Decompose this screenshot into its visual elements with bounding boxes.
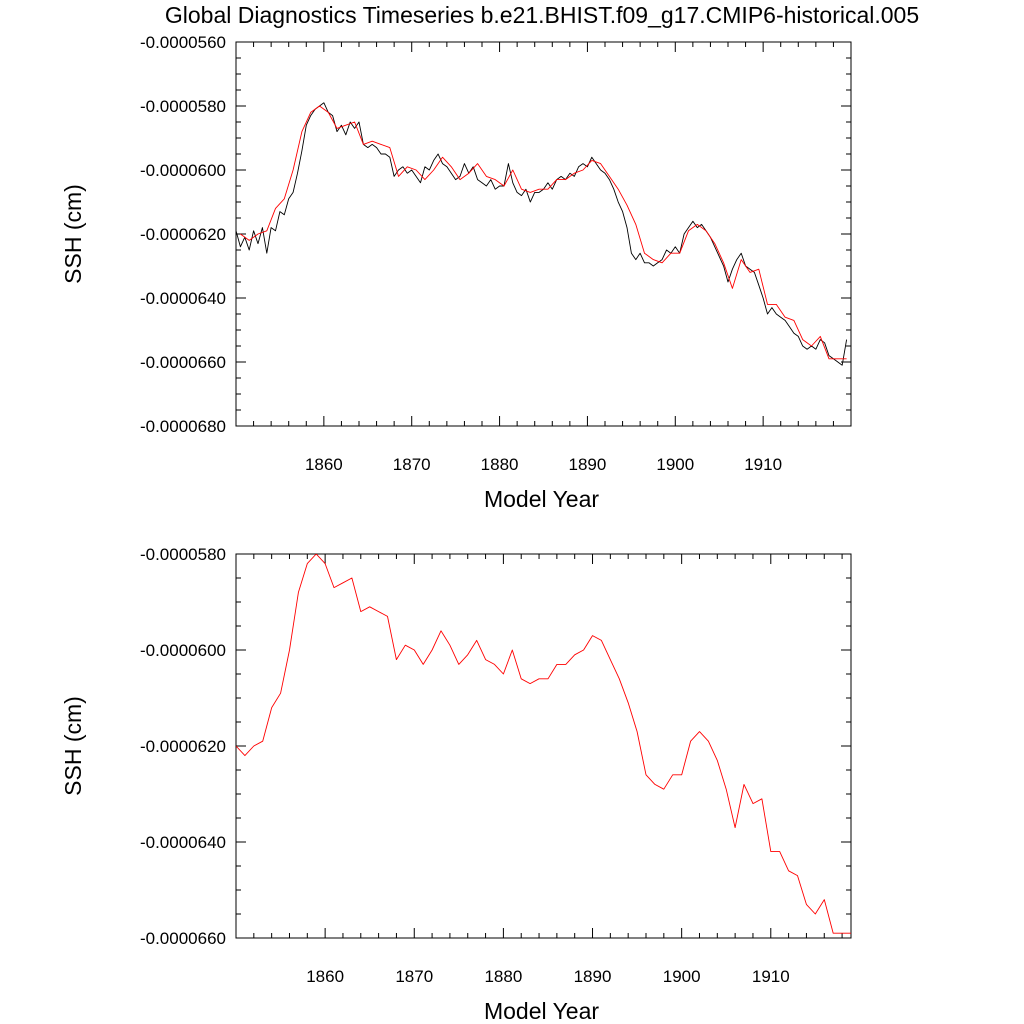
y-tick-label: -0.0000640: [140, 833, 226, 852]
x-tick-label: 1870: [393, 455, 431, 474]
y-axis-label: SSH (cm): [60, 696, 86, 796]
x-tick-label: 1870: [395, 967, 433, 986]
y-tick-label: -0.0000620: [140, 225, 226, 244]
x-tick-label: 1890: [574, 967, 612, 986]
x-tick-label: 1860: [306, 967, 344, 986]
chart-title: Global Diagnostics Timeseries b.e21.BHIS…: [165, 2, 919, 28]
x-tick-label: 1890: [569, 455, 607, 474]
x-tick-label: 1860: [305, 455, 343, 474]
y-tick-label: -0.0000580: [140, 97, 226, 116]
y-axis-label: SSH (cm): [60, 184, 86, 284]
y-tick-label: -0.0000560: [140, 33, 226, 52]
x-tick-label: 1900: [663, 967, 701, 986]
x-axis-label: Model Year: [484, 998, 599, 1024]
y-tick-label: -0.0000600: [140, 161, 226, 180]
y-tick-label: -0.0000600: [140, 641, 226, 660]
plot-frame: [235, 41, 852, 427]
y-tick-label: -0.0000620: [140, 737, 226, 756]
annual-series-line: [236, 554, 851, 934]
x-axis-label: Model Year: [484, 486, 599, 512]
y-tick-label: -0.0000660: [140, 929, 226, 948]
plot-frame: [235, 553, 852, 939]
x-tick-label: 1910: [744, 455, 782, 474]
monthly-series-line: [236, 102, 848, 366]
top-timeseries-plot: 1860 1870 1880 1890 1900 1910 -0.0000560 -0.000…: [60, 33, 852, 512]
y-tick-label: -0.0000640: [140, 289, 226, 308]
x-tick-label: 1880: [484, 967, 522, 986]
x-tick-label: 1900: [656, 455, 694, 474]
bottom-annual-plot: 1860 1870 1880 1890 1900 1910 -0.0000580 -0.000…: [60, 545, 852, 1024]
annual-mean-overlay-line: [240, 105, 847, 360]
x-tick-label: 1880: [481, 455, 519, 474]
y-tick-label: -0.0000580: [140, 545, 226, 564]
x-tick-label: 1910: [752, 967, 790, 986]
y-tick-label: -0.0000660: [140, 353, 226, 372]
y-tick-label: -0.0000680: [140, 417, 226, 436]
